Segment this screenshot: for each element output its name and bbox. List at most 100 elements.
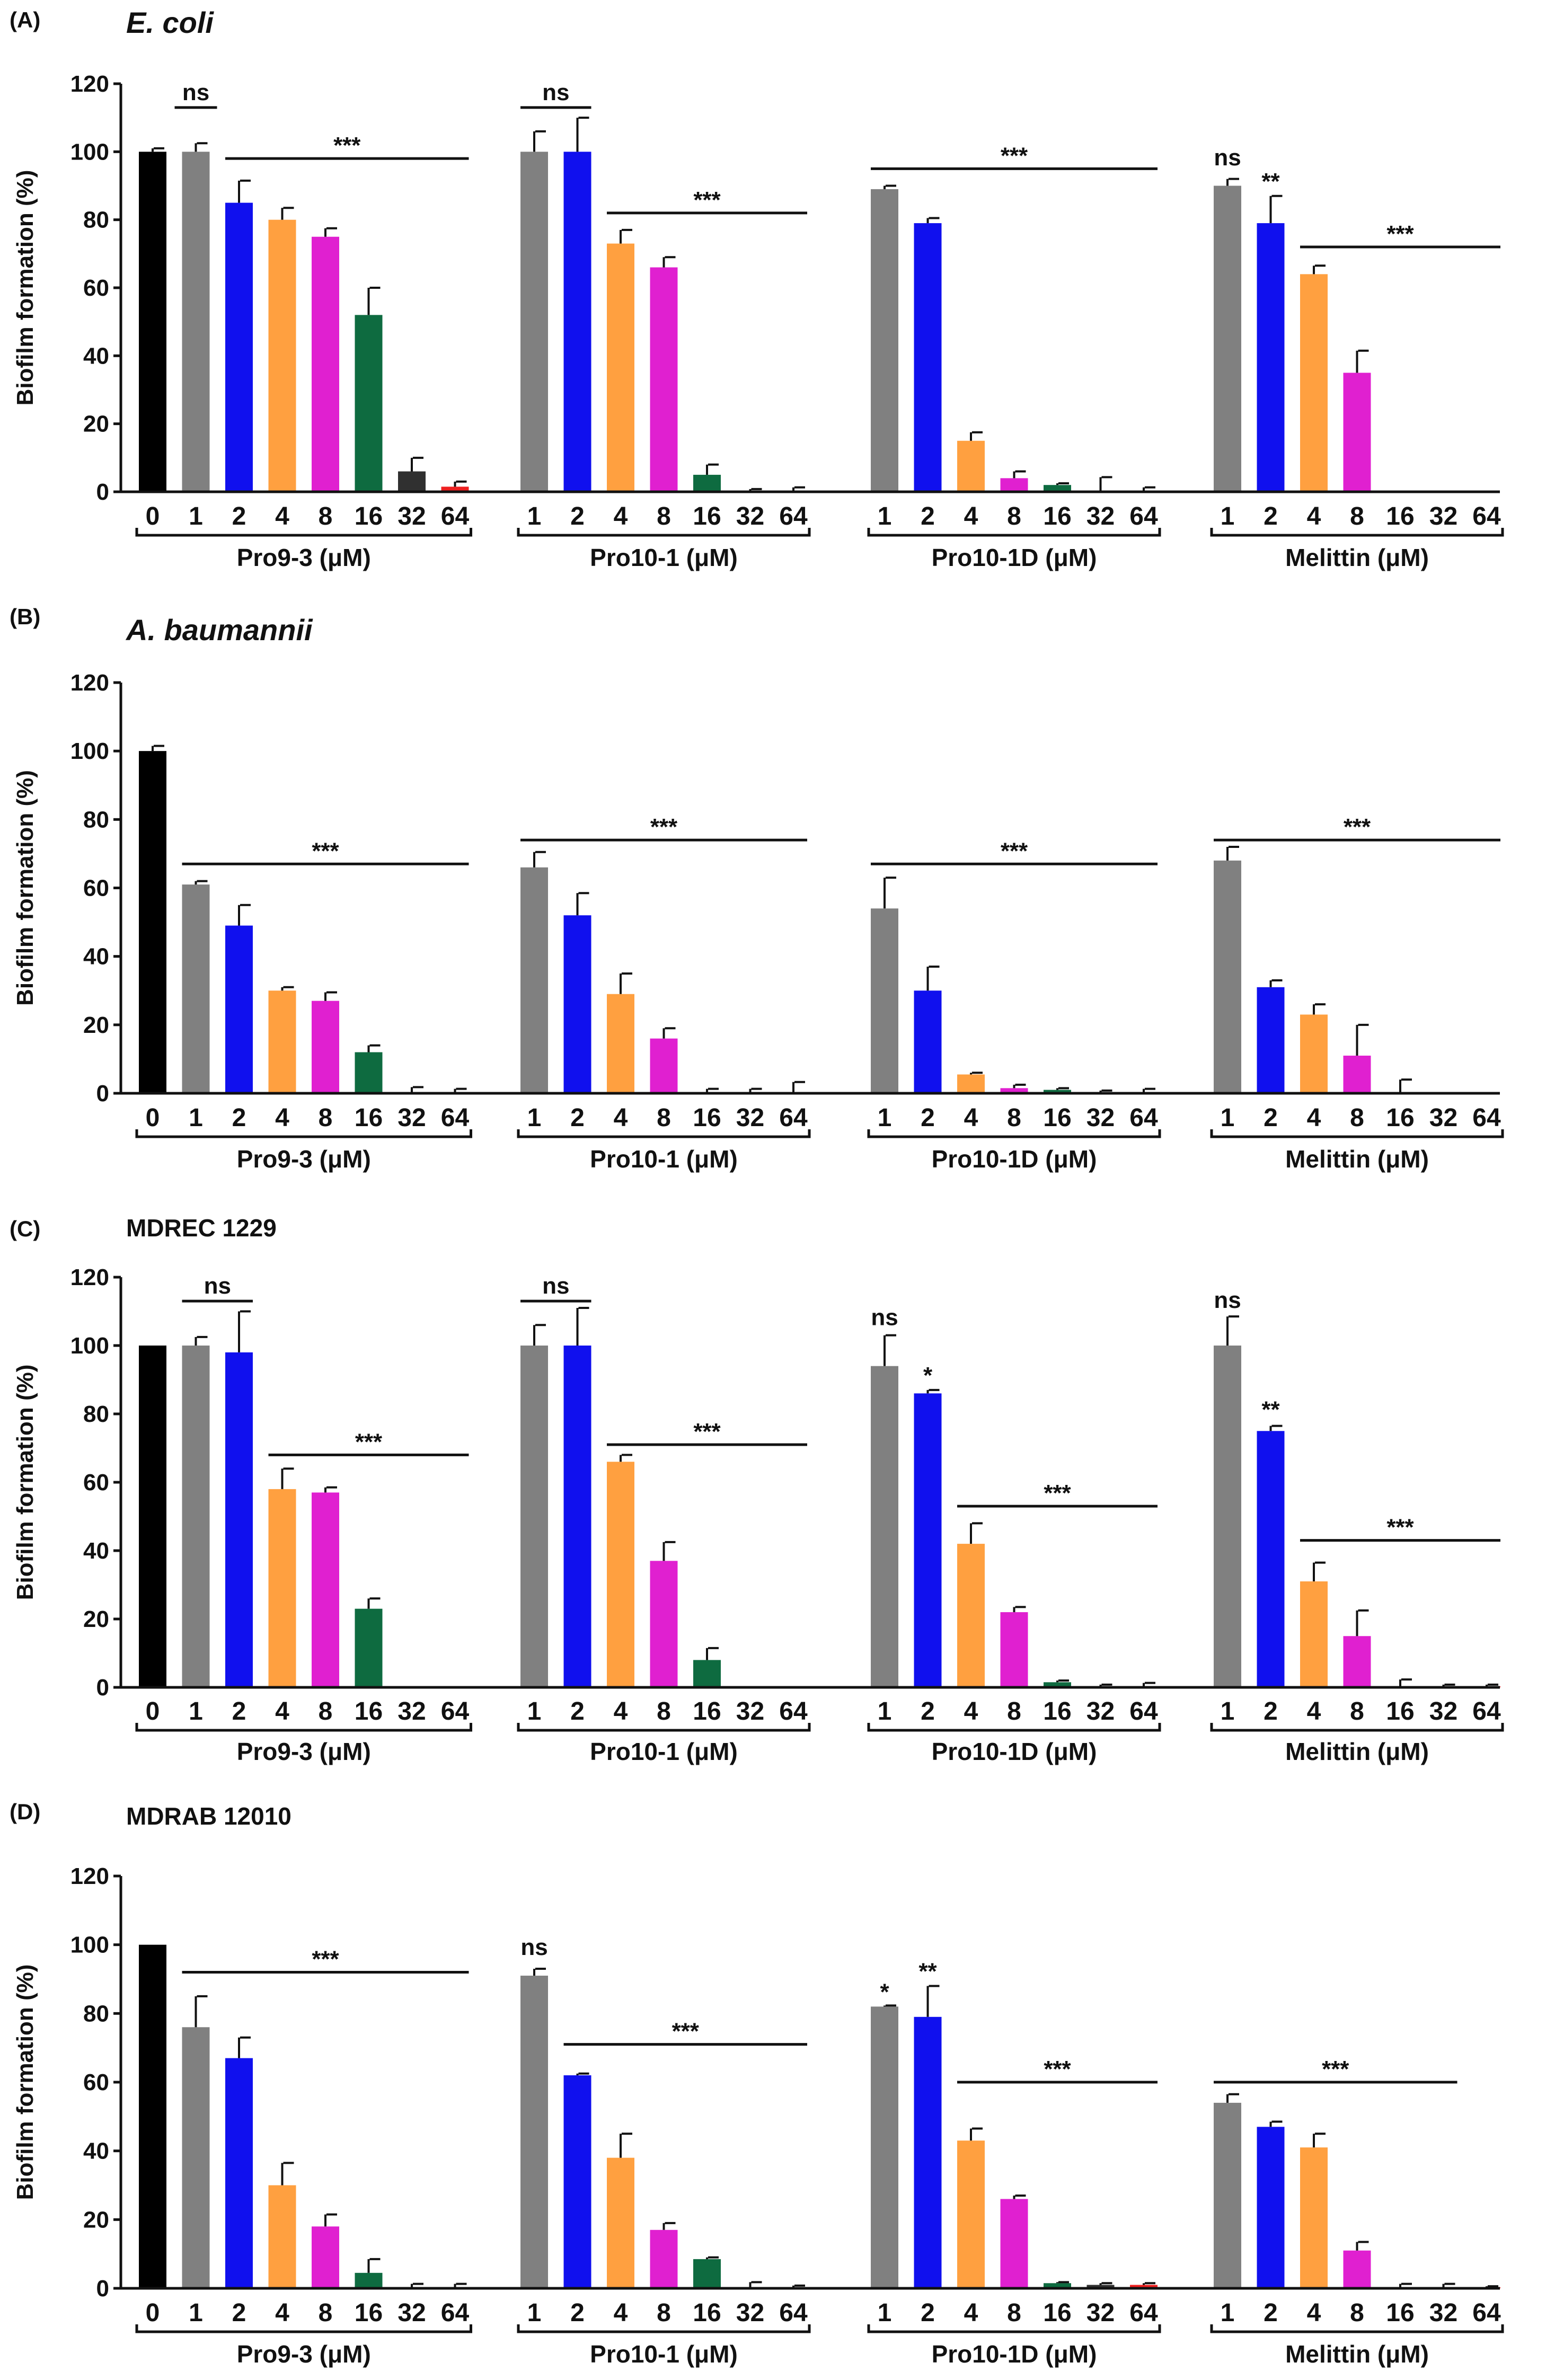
group-label: Pro9-3 (μM)	[237, 2340, 371, 2368]
x-tick-label: 2	[232, 1104, 246, 1132]
bar	[607, 2157, 634, 2288]
group-label: Melittin (μM)	[1285, 1738, 1429, 1765]
group-label: Pro10-1 (μM)	[590, 1145, 738, 1173]
group-label: Pro9-3 (μM)	[237, 544, 371, 571]
significance-label: ***	[650, 814, 678, 840]
group-bracket	[517, 1723, 811, 1732]
bar	[871, 1366, 898, 1687]
x-tick-label: 16	[355, 502, 383, 530]
y-tick-label: 120	[70, 1863, 109, 1889]
significance-label: **	[1261, 1396, 1280, 1422]
group-label: Pro10-1 (μM)	[590, 544, 738, 571]
group-bracket	[1210, 1723, 1504, 1732]
y-tick-label: 20	[83, 2207, 109, 2233]
y-tick-label: 60	[83, 275, 109, 301]
x-tick-label: 16	[1043, 2299, 1071, 2327]
x-tick-label: 16	[693, 1697, 721, 1726]
group-label: Melittin (μM)	[1285, 544, 1429, 571]
y-tick-label: 0	[96, 1081, 109, 1107]
x-tick-label: 32	[1086, 1104, 1115, 1132]
significance-label: ***	[1044, 2056, 1071, 2082]
bar	[1044, 1682, 1071, 1687]
bar	[355, 1608, 383, 1687]
x-tick-label: 4	[1307, 502, 1321, 530]
bar	[398, 471, 426, 492]
x-tick-label: 2	[921, 502, 935, 530]
x-tick-label: 32	[1429, 2299, 1457, 2327]
group-bracket	[867, 1129, 1161, 1138]
x-tick-label: 8	[1350, 1104, 1364, 1132]
group-label: Pro9-3 (μM)	[237, 1738, 371, 1765]
panel-title: MDRAB 12010	[126, 1802, 291, 1830]
significance-label: ***	[333, 132, 361, 158]
bar-group: 1 2 4 8 16 32 64 Pro10-1D (μM)	[867, 184, 1161, 571]
bar-group: 1 2 4 8 16 32 64 Pro10-1D (μM)	[867, 1985, 1161, 2368]
significance-label: ns	[520, 1934, 547, 1960]
x-tick-label: 1	[527, 1697, 542, 1726]
bar	[957, 1544, 985, 1687]
bar	[312, 2226, 339, 2288]
significance-label: ns	[542, 1273, 569, 1299]
x-tick-label: 0	[146, 502, 160, 530]
x-tick-label: 64	[779, 1104, 808, 1132]
y-axis-label: Biofilm formation (%)	[12, 170, 38, 406]
x-tick-label: 64	[1472, 1104, 1501, 1132]
x-tick-label: 2	[570, 2299, 585, 2327]
bar	[1086, 2285, 1115, 2288]
x-tick-label: 8	[1007, 502, 1021, 530]
x-tick-label: 8	[1350, 502, 1364, 530]
x-tick-label: 16	[693, 502, 721, 530]
bar	[355, 1052, 383, 1093]
bar	[268, 990, 296, 1093]
y-tick-label: 100	[70, 1333, 109, 1359]
x-tick-label: 2	[232, 502, 246, 530]
x-tick-label: 32	[736, 1104, 764, 1132]
group-label: Pro10-1D (μM)	[932, 2340, 1097, 2368]
x-tick-label: 4	[275, 1104, 289, 1132]
x-tick-label: 1	[878, 1697, 892, 1726]
significance-label: ***	[693, 187, 721, 213]
bar	[182, 884, 210, 1093]
y-tick-label: 120	[70, 71, 109, 97]
bar	[139, 751, 166, 1093]
significance-label: *	[880, 1979, 889, 2005]
bar	[563, 1346, 591, 1687]
significance-label: *	[923, 1362, 933, 1388]
x-tick-label: 16	[1043, 1697, 1071, 1726]
x-tick-label: 4	[964, 502, 978, 530]
x-tick-label: 64	[1472, 1697, 1501, 1726]
x-tick-label: 64	[1129, 1697, 1158, 1726]
y-tick-label: 100	[70, 139, 109, 165]
bar	[1343, 373, 1371, 492]
group-bracket	[135, 1723, 472, 1732]
x-tick-label: 4	[964, 1104, 978, 1132]
x-tick-label: 1	[189, 1697, 203, 1726]
x-tick-label: 4	[275, 502, 289, 530]
bar-group: 1 2 4 8 16 32 64 Pro10-1 (μM)	[517, 117, 811, 571]
x-tick-label: 2	[921, 1104, 935, 1132]
y-tick-label: 60	[83, 2069, 109, 2095]
x-tick-label: 64	[1129, 2299, 1158, 2327]
bar	[693, 474, 721, 492]
bar	[268, 219, 296, 492]
x-tick-label: 2	[921, 2299, 935, 2327]
bar	[693, 2259, 721, 2288]
bar	[1214, 185, 1241, 492]
bar	[1257, 2127, 1285, 2288]
group-label: Pro10-1D (μM)	[932, 544, 1097, 571]
x-tick-label: 4	[275, 2299, 289, 2327]
y-tick-label: 80	[83, 1401, 109, 1427]
bar-group: 1 2 4 8 16 32 64 Melittin (μM)	[1210, 846, 1504, 1173]
x-tick-label: 16	[1386, 502, 1414, 530]
x-tick-label: 32	[1429, 1697, 1457, 1726]
bar	[1300, 274, 1328, 492]
bar	[182, 1346, 210, 1687]
bar	[182, 2027, 210, 2288]
bar	[268, 1489, 296, 1687]
x-tick-label: 16	[355, 1697, 383, 1726]
x-tick-label: 64	[441, 1697, 470, 1726]
x-tick-label: 32	[397, 502, 426, 530]
x-tick-label: 8	[319, 502, 333, 530]
